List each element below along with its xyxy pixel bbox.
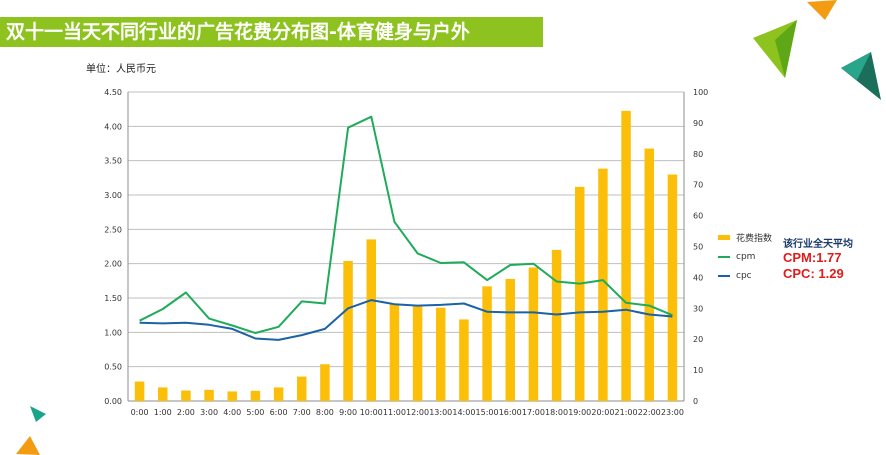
bar-spend-1500: [482, 286, 492, 401]
y-right-tick-label: 10: [693, 366, 703, 375]
bar-spend-600: [273, 387, 284, 401]
legend-swatch-bar: [718, 235, 730, 240]
y-left-tick-label: 4.50: [104, 88, 122, 97]
y-left-tick-label: 2.50: [104, 225, 122, 234]
unit-label: 单位：人民币元: [86, 64, 156, 75]
bar-spend-2100: [621, 110, 631, 401]
deco-small-teal: [30, 406, 46, 422]
y-left-tick-label: 3.50: [104, 157, 122, 166]
x-tick-label: 6:00: [270, 408, 288, 417]
y-left-tick-label: 3.00: [104, 191, 122, 200]
bar-spend-2300: [667, 174, 678, 401]
x-tick-label: 4:00: [223, 408, 241, 417]
chart-title: 双十一当天不同行业的广告花费分布图-体育健身与户外: [6, 21, 470, 43]
y-right-tick-label: 60: [693, 212, 703, 221]
deco-orange-triangle: [807, 0, 837, 20]
legend-swatch-cpm: [718, 255, 730, 258]
x-tick-label: 20:00: [591, 408, 614, 417]
bar-spend-300: [204, 389, 214, 401]
average-title: 该行业全天平均: [783, 239, 853, 250]
x-tick-label: 1:00: [154, 408, 172, 417]
legend-item-cpm: cpm: [718, 247, 772, 266]
bar-spend-1600: [505, 278, 515, 401]
x-tick-label: 19:00: [568, 408, 591, 417]
legend: 花费指数 cpm cpc: [718, 228, 772, 285]
decoration-top-right: [753, 0, 881, 100]
x-tick-label: 8:00: [316, 408, 334, 417]
title-banner: 双十一当天不同行业的广告花费分布图-体育健身与户外: [0, 17, 543, 47]
x-tick-label: 16:00: [499, 408, 522, 417]
x-tick-label: 10:00: [360, 408, 383, 417]
x-tick-label: 7:00: [293, 408, 311, 417]
bar-spend-900: [343, 261, 353, 401]
bar-spend-1300: [436, 307, 446, 401]
x-tick-label: 18:00: [545, 408, 568, 417]
line-cpm: [139, 115, 673, 334]
y-left-tick-label: 2.00: [104, 260, 122, 269]
bar-spend-500: [250, 390, 261, 401]
y-right-tick-label: 20: [693, 335, 703, 344]
bar-spend-1200: [412, 306, 423, 401]
y-left-tick-label: 1.00: [104, 328, 122, 337]
y-right-tick-label: 70: [693, 181, 703, 190]
x-tick-label: 21:00: [615, 408, 638, 417]
bar-spend-2000: [598, 168, 608, 401]
y-right-tick-label: 90: [693, 119, 703, 128]
y-left-tick-label: 0.00: [104, 397, 122, 406]
legend-swatch-cpc: [718, 274, 730, 277]
x-tick-label: 15:00: [476, 408, 499, 417]
x-tick-label: 0:00: [131, 408, 149, 417]
x-tick-label: 13:00: [429, 408, 452, 417]
x-tick-label: 17:00: [522, 408, 545, 417]
x-tick-label: 9:00: [339, 408, 357, 417]
y-right-tick-label: 0: [693, 397, 698, 406]
x-tick-label: 3:00: [200, 408, 218, 417]
y-left-tick-label: 0.50: [104, 363, 122, 372]
legend-label-cpc: cpc: [736, 270, 752, 281]
legend-label-cpm: cpm: [736, 251, 756, 262]
bar-spend-1900: [575, 186, 585, 401]
average-box: 该行业全天平均 CPM:1.77 CPC: 1.29: [783, 235, 853, 282]
x-tick-label: 5:00: [246, 408, 264, 417]
bar-spend-200: [181, 390, 191, 401]
x-tick-label: 11:00: [383, 408, 406, 417]
bar-spend-1100: [389, 303, 400, 401]
bar-spend-2200: [644, 148, 654, 401]
y-left-tick-label: 1.50: [104, 294, 122, 303]
bar-spend-1800: [551, 249, 562, 401]
x-tick-label: 22:00: [638, 408, 661, 417]
y-right-tick-label: 100: [693, 88, 708, 97]
y-right-tick-label: 80: [693, 150, 703, 159]
average-cpc: CPC: 1.29: [783, 266, 844, 281]
decoration-bottom-left: [16, 406, 46, 455]
average-cpm: CPM:1.77: [783, 250, 842, 265]
bar-spend-700: [297, 376, 307, 401]
legend-item-spend: 花费指数: [718, 228, 772, 247]
legend-label-spend: 花费指数: [736, 234, 773, 244]
deco-teal-shade: [841, 52, 871, 80]
x-tick-label: 2:00: [177, 408, 195, 417]
bar-spend-1700: [528, 267, 539, 401]
line-cpc: [139, 299, 673, 341]
y-right-tick-label: 40: [693, 273, 703, 282]
x-tick-label: 12:00: [406, 408, 429, 417]
deco-green-shade: [775, 20, 797, 78]
y-right-tick-label: 30: [693, 304, 703, 313]
y-right-tick-label: 50: [693, 243, 703, 252]
bar-spend-1400: [459, 319, 469, 401]
legend-item-cpc: cpc: [718, 266, 772, 285]
bar-spend-400: [227, 391, 237, 401]
deco-small-orange: [16, 436, 40, 455]
y-left-tick-label: 4.00: [104, 122, 122, 131]
bar-spend-000: [134, 381, 145, 401]
bar-spend-800: [320, 364, 330, 401]
bar-spend-1000: [366, 239, 376, 401]
x-tick-label: 23:00: [661, 408, 684, 417]
x-tick-label: 14:00: [452, 408, 475, 417]
bar-spend-100: [158, 387, 168, 401]
